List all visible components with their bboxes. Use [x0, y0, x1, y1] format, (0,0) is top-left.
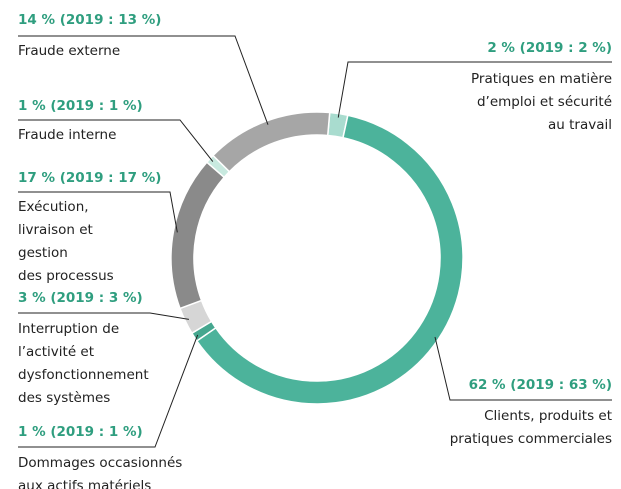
category-label: Interruption de l’activité et dysfonctio… — [18, 321, 149, 406]
donut-segment — [195, 114, 464, 405]
donut-segment — [211, 111, 331, 173]
category-label: Pratiques en matière d’emploi et sécurit… — [470, 71, 612, 133]
category-label: Exécution, livraison et gestion des proc… — [18, 199, 114, 284]
value-label: 62 % (2019 : 63 %) — [468, 377, 612, 393]
value-label: 2 % (2019 : 2 %) — [487, 40, 612, 56]
value-label: 17 % (2019 : 17 %) — [18, 170, 162, 186]
value-label: 1 % (2019 : 1 %) — [18, 424, 143, 440]
leader-line — [18, 312, 190, 320]
leader-line — [18, 334, 199, 448]
value-label: 3 % (2019 : 3 %) — [18, 290, 143, 306]
category-label: Fraude interne — [18, 127, 117, 143]
category-label: Fraude externe — [18, 43, 121, 59]
category-label: Dommages occasionnés aux actifs matériel… — [18, 455, 183, 489]
value-label: 14 % (2019 : 13 %) — [18, 12, 162, 28]
leader-line — [337, 61, 612, 118]
leader-line — [18, 119, 214, 162]
leader-line — [434, 336, 612, 401]
value-label: 1 % (2019 : 1 %) — [18, 98, 143, 114]
leader-line — [18, 191, 178, 233]
leader-line — [18, 35, 269, 125]
category-label: Clients, produits et pratiques commercia… — [449, 408, 612, 447]
donut-segment — [170, 161, 226, 310]
